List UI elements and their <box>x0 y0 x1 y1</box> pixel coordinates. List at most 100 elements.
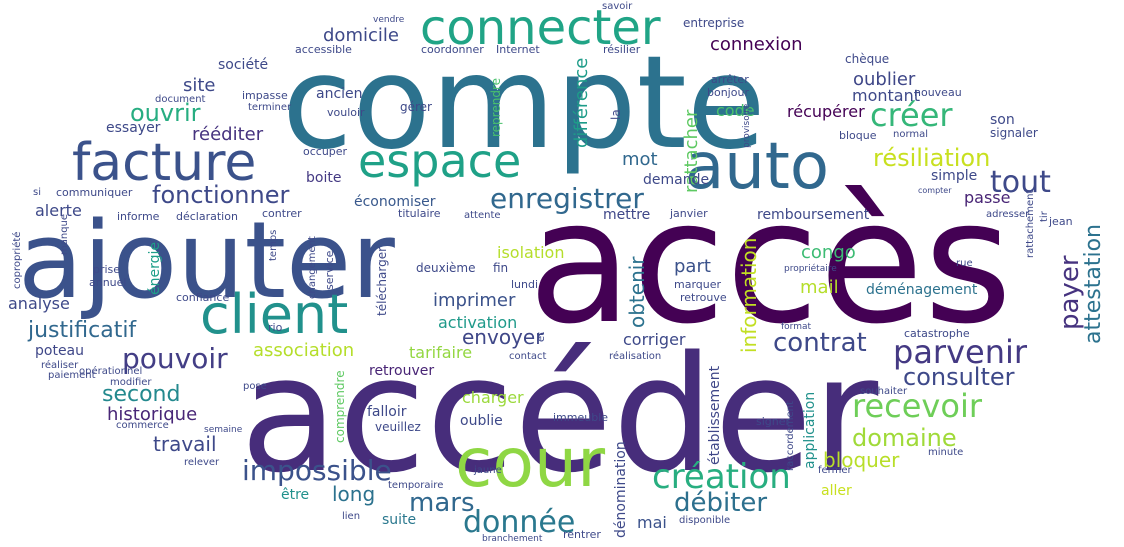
word-89: gérer <box>400 100 432 114</box>
word-22: contrat <box>773 328 867 358</box>
word-74: boite <box>306 170 342 186</box>
word-30: historique <box>107 404 198 425</box>
word-81: oublie <box>460 413 503 429</box>
word-85: télécharger <box>375 246 389 316</box>
word-113: modifier <box>110 377 152 388</box>
word-157: Internet <box>496 43 540 56</box>
word-148: bonjour <box>707 86 749 99</box>
word-103: communiquer <box>56 186 133 199</box>
word-10: créer <box>870 96 953 134</box>
word-101: contrer <box>262 207 302 220</box>
word-120: lien <box>342 511 361 522</box>
word-79: remboursement <box>757 207 870 223</box>
word-63: être <box>281 487 310 503</box>
word-155: accessible <box>295 43 352 56</box>
word-135: minute <box>928 447 964 458</box>
word-152: entreprise <box>683 16 745 30</box>
word-159: manque <box>59 213 70 255</box>
word-1: accéder <box>240 321 879 508</box>
word-139: rue <box>956 258 973 269</box>
word-104: occuper <box>303 145 348 158</box>
word-130: semaine <box>204 425 243 435</box>
word-11: tout <box>990 165 1051 200</box>
word-143: rattachement <box>1025 189 1036 258</box>
word-82: falloir <box>367 404 407 420</box>
word-95: deuxième <box>416 261 476 275</box>
word-26: mars <box>409 488 475 518</box>
word-153: savoir <box>602 1 633 12</box>
word-6: client <box>200 283 349 346</box>
word-124: branchement <box>482 534 543 544</box>
word-13: parvenir <box>893 333 1028 371</box>
word-70: économiser <box>354 194 436 210</box>
word-80: déménagement <box>866 282 978 298</box>
word-51: montant <box>852 86 921 105</box>
word-21: résiliation <box>873 144 991 172</box>
word-69: alerte <box>35 201 82 220</box>
word-117: commerce <box>116 420 169 431</box>
word-102: informe <box>117 210 160 223</box>
word-36: obtenir <box>625 256 649 328</box>
word-27: second <box>102 382 181 407</box>
word-132: raccordement <box>785 401 796 471</box>
word-121: jaune <box>474 465 502 476</box>
word-43: mail <box>800 277 839 298</box>
word-94: lundi <box>511 278 539 291</box>
word-34: imprimer <box>433 290 516 311</box>
word-29: bloquer <box>823 448 900 472</box>
word-86: son <box>990 112 1015 128</box>
word-64: application <box>802 391 818 469</box>
word-7: auto <box>685 130 830 204</box>
word-35: envoyer <box>462 325 544 349</box>
word-96: service <box>323 250 336 290</box>
word-0: accès <box>528 164 1013 362</box>
word-93: fin <box>493 261 509 275</box>
word-142: tir <box>1039 211 1050 222</box>
word-116: opérationnel <box>79 366 143 377</box>
word-60: mai <box>637 513 667 532</box>
word-140: adresser <box>986 209 1030 220</box>
word-19: fonctionner <box>152 181 290 209</box>
word-75: essayer <box>106 120 161 136</box>
word-59: retrouver <box>369 363 435 379</box>
word-162: déclaration <box>176 210 238 223</box>
word-32: travail <box>153 432 217 456</box>
word-125: immeuble <box>553 411 609 424</box>
word-110: annuel <box>89 276 127 289</box>
word-127: réalisation <box>609 351 662 362</box>
word-83: veuillez <box>375 420 421 434</box>
word-150: nouveau <box>914 86 962 99</box>
word-88: chèque <box>845 52 890 66</box>
word-131: signer <box>756 415 791 428</box>
word-12: enregistrer <box>490 182 644 215</box>
word-77: ancien <box>316 86 363 102</box>
word-164: si <box>33 187 41 198</box>
word-54: part <box>674 256 711 277</box>
word-17: donnée <box>463 505 576 540</box>
word-73: énergie <box>147 242 163 295</box>
word-57: tarifaire <box>409 343 473 362</box>
word-129: pose <box>243 381 267 392</box>
word-98: retrouve <box>680 291 727 304</box>
word-156: coordonner <box>421 43 484 56</box>
word-149: arrêter <box>711 73 749 86</box>
word-112: rio <box>268 321 283 334</box>
word-72: poteau <box>35 343 85 359</box>
word-55: charger <box>462 388 524 407</box>
word-18: pouvoir <box>122 342 228 375</box>
word-3: ajouter <box>18 199 395 322</box>
word-52: code <box>716 101 755 120</box>
word-31: association <box>253 340 355 361</box>
word-105: vouloir <box>327 106 365 119</box>
word-84: comprendre <box>333 370 347 443</box>
word-16: impossible <box>242 454 392 487</box>
word-44: congo <box>801 242 856 263</box>
word-87: simple <box>931 168 978 184</box>
word-61: aller <box>821 483 852 499</box>
word-67: isolation <box>497 243 565 262</box>
word-45: site <box>183 75 216 96</box>
word-50: récupérer <box>787 102 865 121</box>
word-90: la <box>609 109 623 120</box>
word-65: établissement <box>707 365 723 465</box>
